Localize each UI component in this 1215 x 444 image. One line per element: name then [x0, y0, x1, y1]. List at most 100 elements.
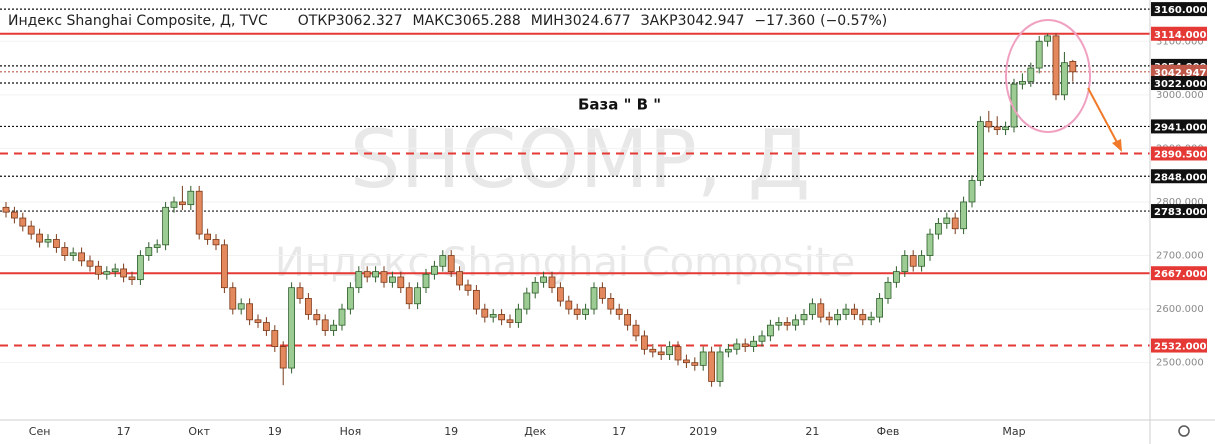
- candle-body: [842, 308, 850, 315]
- candle-body: [951, 217, 959, 230]
- header-title: Индекс Shanghai Composite, Д, TVC: [8, 13, 268, 29]
- x-tick-label: Мар: [1002, 425, 1025, 438]
- candle-body: [1019, 81, 1026, 85]
- candle-body: [1069, 61, 1077, 73]
- candle-body: [372, 271, 380, 278]
- candle-body: [968, 180, 976, 203]
- candle-body: [985, 121, 993, 128]
- candle-body: [1027, 67, 1035, 82]
- candle-body: [632, 324, 640, 337]
- x-tick-label: Сен: [29, 425, 51, 438]
- level-label: 2890.500: [1154, 149, 1207, 160]
- change-pct: (−0.57%): [820, 13, 887, 29]
- candle-body: [489, 314, 497, 318]
- ohlc-value: 3065.288: [454, 13, 521, 29]
- candle-body: [1052, 35, 1060, 96]
- candle-body: [649, 348, 657, 353]
- candle-body: [926, 233, 934, 256]
- candle-body: [195, 190, 203, 235]
- x-tick-label: Фев: [877, 425, 900, 438]
- x-axis-group: Сен 17 Окт 19 Ноя 19 Дек 17 2019 21 Фев Мар: [29, 425, 1026, 438]
- level-label: 2667.000: [1154, 269, 1207, 280]
- x-tick-label: 19: [444, 425, 458, 438]
- level-label: 3114.000: [1154, 30, 1207, 41]
- candle-body: [430, 265, 438, 275]
- candle-body: [859, 314, 867, 321]
- candle-body: [993, 126, 1001, 131]
- candle-body: [792, 319, 799, 326]
- highlight-ellipse: [1005, 19, 1091, 133]
- candle-body: [741, 343, 749, 348]
- level-label: 2783.000: [1154, 207, 1207, 218]
- candle-body: [943, 217, 951, 224]
- level-label-bg: [1151, 204, 1207, 219]
- candle-body: [472, 289, 480, 310]
- candle-body: [405, 287, 413, 305]
- candle-body: [909, 255, 917, 267]
- candle-body: [2, 206, 10, 213]
- y-tick-label: 3000.000: [1156, 90, 1204, 101]
- candle-body: [380, 271, 388, 283]
- candle-body: [834, 314, 841, 321]
- candle-body: [716, 351, 724, 382]
- candle-body: [439, 255, 447, 267]
- level-label-bg: [1151, 26, 1207, 41]
- level-label: 3022.000: [1154, 79, 1207, 90]
- candle-body: [296, 287, 304, 299]
- candle-body: [36, 233, 43, 243]
- candle-body: [388, 276, 396, 283]
- level-label-bg: [1151, 64, 1207, 79]
- candle-body: [590, 287, 598, 310]
- candle-body: [95, 265, 102, 275]
- candle-body: [775, 322, 783, 326]
- candle-body: [674, 346, 682, 361]
- level-label: 2848.000: [1154, 172, 1207, 183]
- annotation: База " В ": [578, 96, 661, 114]
- candle-body: [935, 222, 942, 235]
- level-label: 2532.000: [1154, 342, 1207, 353]
- candle-body: [565, 300, 573, 310]
- candle-body: [346, 287, 354, 310]
- candle-body: [666, 346, 673, 356]
- settings-icon[interactable]: [1178, 425, 1190, 437]
- candle-body: [262, 322, 270, 331]
- candle-body: [498, 314, 506, 321]
- candle-body: [153, 244, 161, 248]
- level-label-bg: [1151, 266, 1207, 281]
- candle-body: [313, 314, 321, 321]
- candle-body: [220, 244, 228, 289]
- candle-body: [884, 281, 892, 299]
- level-label: 3042.947: [1154, 68, 1207, 79]
- candle-body: [128, 276, 136, 281]
- x-tick-label: 19: [268, 425, 282, 438]
- candle-body: [506, 319, 514, 323]
- candle-body: [456, 271, 464, 286]
- candle-body: [279, 346, 287, 369]
- candle-body: [338, 308, 346, 326]
- candle-body: [901, 255, 909, 273]
- ohlc-value: 3024.677: [564, 13, 631, 29]
- candle-body: [918, 255, 925, 267]
- x-tick-label: Дек: [524, 425, 546, 438]
- candle-body: [120, 268, 127, 278]
- candle-body: [540, 276, 547, 283]
- candle-body: [464, 284, 472, 291]
- watermark: SHCOMP, Д: [350, 113, 810, 206]
- candle-body: [800, 314, 808, 321]
- candle-body: [61, 247, 69, 256]
- candle-body: [582, 308, 589, 315]
- candle-body: [86, 260, 94, 267]
- candle-body: [825, 316, 833, 321]
- candle-body: [733, 343, 741, 350]
- candle-body: [170, 201, 178, 208]
- candle-body: [136, 255, 144, 281]
- level-label-bg: [1151, 119, 1207, 134]
- candle-body: [397, 276, 405, 289]
- candle-body: [321, 319, 329, 331]
- x-tick-label: 21: [805, 425, 819, 438]
- candle-body: [10, 211, 18, 219]
- watermark: Индекс Shanghai Composite: [275, 240, 855, 286]
- ohlc-label: МАКС: [413, 13, 455, 29]
